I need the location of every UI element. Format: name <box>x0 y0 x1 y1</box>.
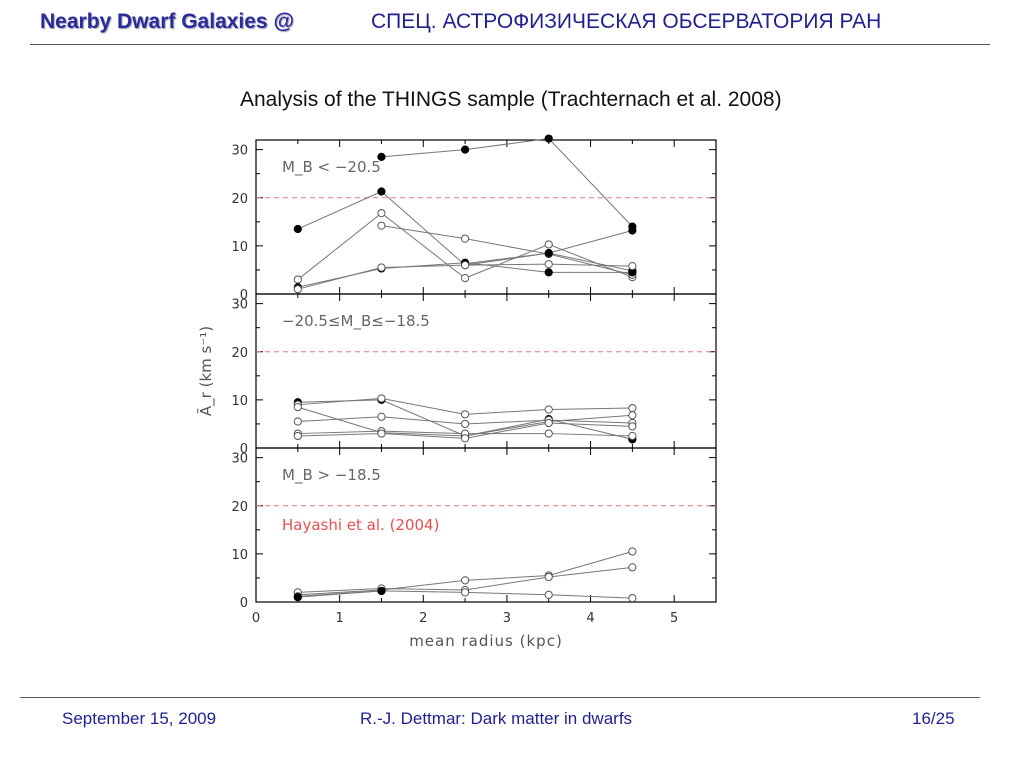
footer-author-talk: R.-J. Dettmar: Dark matter in dwarfs <box>360 709 633 728</box>
data-point <box>628 422 637 431</box>
y-tick-label: 0 <box>240 442 248 457</box>
data-point <box>293 285 302 294</box>
data-point <box>460 145 470 154</box>
y-tick-label: 0 <box>240 596 248 611</box>
data-point <box>544 405 553 414</box>
data-point <box>628 411 637 420</box>
data-point <box>377 394 386 403</box>
series-line <box>297 590 382 598</box>
footer-date: September 15, 2009 <box>62 709 217 728</box>
footer-page-number: 16/25 <box>912 709 955 728</box>
data-point <box>628 226 637 235</box>
data-point <box>460 576 470 585</box>
data-point <box>628 547 637 556</box>
data-point <box>293 417 302 426</box>
data-point <box>293 593 302 602</box>
x-axis-label: mean radius (kpc) <box>409 632 563 650</box>
data-point <box>460 434 470 443</box>
data-point <box>377 221 386 230</box>
y-tick-label: 30 <box>231 144 248 159</box>
data-point <box>544 418 553 428</box>
x-tick-label: 0 <box>252 611 260 626</box>
x-tick-label: 5 <box>670 611 678 626</box>
data-point <box>628 431 637 441</box>
data-point <box>460 261 470 270</box>
data-point <box>293 275 302 284</box>
data-point <box>544 268 553 277</box>
x-tick-label: 3 <box>503 611 511 626</box>
slide-title: Analysis of the THINGS sample (Trachtern… <box>240 88 782 111</box>
data-point <box>377 187 386 196</box>
data-point <box>293 402 302 412</box>
data-point <box>628 563 637 572</box>
y-tick-label: 10 <box>231 394 248 409</box>
x-tick-label: 4 <box>586 611 594 626</box>
y-tick-label: 10 <box>231 548 248 563</box>
data-point <box>544 429 553 438</box>
y-tick-label: 20 <box>231 500 248 515</box>
data-point <box>460 410 470 419</box>
data-point <box>377 586 386 596</box>
y-tick-label: 30 <box>231 298 248 313</box>
data-point <box>628 403 637 413</box>
y-tick-label: 0 <box>240 288 248 303</box>
x-tick-label: 2 <box>419 611 427 626</box>
data-point <box>628 594 637 603</box>
data-point <box>544 260 553 269</box>
data-point <box>377 429 386 438</box>
panel-label: M_B < −20.5 <box>282 158 381 177</box>
data-point <box>544 134 553 143</box>
y-tick-label: 20 <box>231 192 248 207</box>
y-tick-label: 30 <box>231 452 248 467</box>
data-point <box>544 240 553 249</box>
panel-frame-3 <box>255 447 717 603</box>
data-point <box>377 412 386 421</box>
panel-label: −20.5≤M_B≤−18.5 <box>282 312 430 331</box>
data-point <box>377 152 386 161</box>
data-point <box>460 419 470 429</box>
data-point <box>460 274 470 283</box>
data-point <box>544 572 553 582</box>
slide-header: Nearby Dwarf Galaxies @ СПЕЦ. АСТРОФИЗИЧ… <box>40 6 990 40</box>
x-tick-label: 1 <box>335 611 343 626</box>
data-point <box>377 263 386 272</box>
y-axis-label: Ã_r (km s⁻¹) <box>196 326 216 416</box>
data-point <box>628 261 637 271</box>
y-tick-label: 10 <box>231 240 248 255</box>
data-point <box>293 431 302 441</box>
y-tick-label: 20 <box>231 346 248 361</box>
footer-divider <box>20 697 980 698</box>
hayashi-annotation: Hayashi et al. (2004) <box>282 516 439 534</box>
institute-name: СПЕЦ. АСТРОФИЗИЧЕСКАЯ ОБСЕРВАТОРИЯ РАН <box>371 10 882 33</box>
brand-title: Nearby Dwarf Galaxies @ <box>40 10 294 33</box>
data-point <box>544 248 553 258</box>
series-line <box>381 138 633 227</box>
data-point <box>293 224 302 234</box>
series-line <box>381 225 633 276</box>
header-divider <box>30 44 990 45</box>
series-line <box>297 212 633 280</box>
data-point <box>377 209 386 218</box>
panel-label: M_B > −18.5 <box>282 466 381 485</box>
data-point <box>544 590 553 599</box>
data-point <box>460 588 470 597</box>
data-point <box>460 234 470 243</box>
